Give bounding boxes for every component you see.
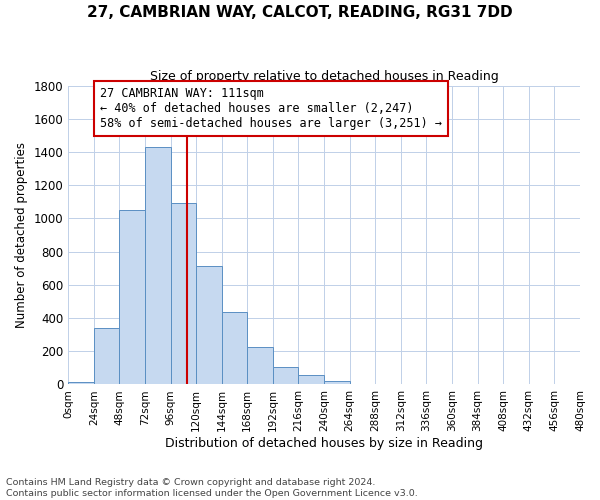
Bar	[68, 382, 94, 384]
Text: 27, CAMBRIAN WAY, CALCOT, READING, RG31 7DD: 27, CAMBRIAN WAY, CALCOT, READING, RG31 …	[87, 5, 513, 20]
Bar	[145, 147, 170, 384]
Bar	[222, 312, 247, 384]
Text: Contains HM Land Registry data © Crown copyright and database right 2024.
Contai: Contains HM Land Registry data © Crown c…	[6, 478, 418, 498]
Bar	[273, 367, 298, 384]
Bar	[247, 347, 273, 385]
Bar	[94, 328, 119, 384]
Y-axis label: Number of detached properties: Number of detached properties	[15, 142, 28, 328]
Bar	[170, 202, 196, 384]
Bar	[298, 376, 324, 384]
Bar	[196, 266, 222, 384]
X-axis label: Distribution of detached houses by size in Reading: Distribution of detached houses by size …	[165, 437, 483, 450]
Text: 27 CAMBRIAN WAY: 111sqm
← 40% of detached houses are smaller (2,247)
58% of semi: 27 CAMBRIAN WAY: 111sqm ← 40% of detache…	[100, 87, 442, 130]
Bar	[119, 210, 145, 384]
Bar	[324, 381, 350, 384]
Title: Size of property relative to detached houses in Reading: Size of property relative to detached ho…	[150, 70, 499, 83]
